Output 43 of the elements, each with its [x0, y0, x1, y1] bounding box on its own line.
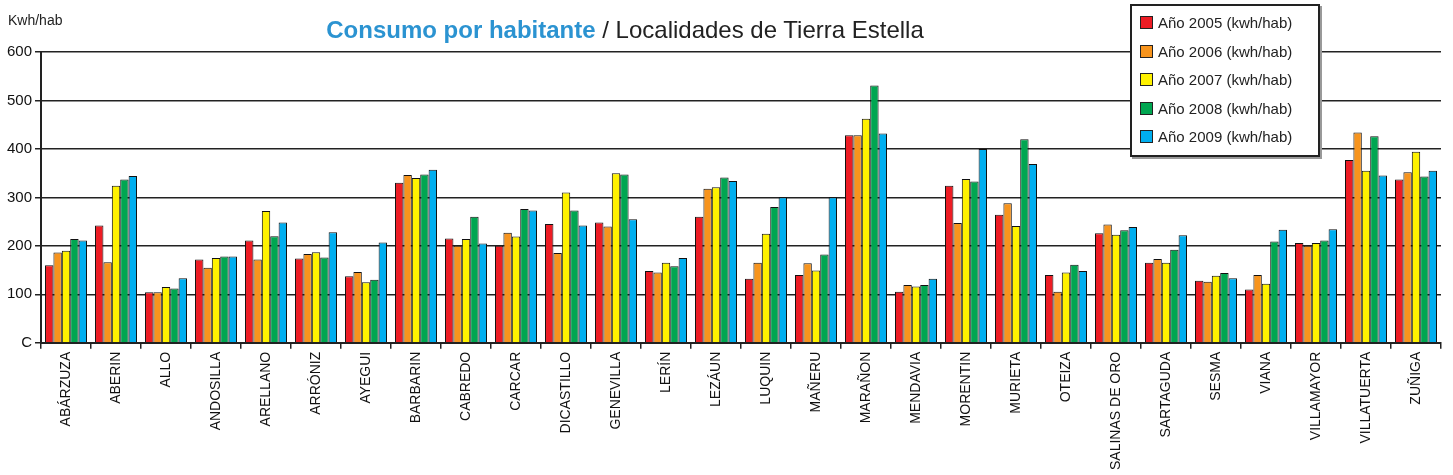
x-tick-label: VILLATUERTA	[1356, 351, 1373, 444]
y-tick-label: 600	[7, 42, 33, 60]
x-tick-label: SALINAS DE ORO	[1106, 351, 1123, 471]
legend-label: Año 2008 (kwh/hab)	[1158, 99, 1293, 117]
x-tick-label: MENDAVIA	[906, 351, 923, 424]
x-tick-label: MAÑERU	[806, 351, 823, 413]
chart-subtitle: / Localidades de Tierra Estella	[601, 16, 924, 43]
y-tick-label: 400	[7, 139, 33, 157]
x-tick-label: LEZÁUN	[706, 351, 723, 407]
y-tick-label: 500	[7, 90, 33, 108]
x-tick-label: BARBARIN	[406, 351, 423, 424]
legend-label: Año 2005 (kwh/hab)	[1158, 14, 1293, 31]
x-tick-label: SARTAGUDA	[1156, 351, 1173, 438]
x-tick-label: CARCAR	[506, 351, 523, 411]
x-tick-label: AYEGUI	[356, 351, 373, 404]
x-tick-label: SESMA	[1206, 351, 1223, 401]
chart-title: Consumo por habitante	[326, 16, 596, 43]
x-tick-label: ABERIN	[106, 351, 123, 404]
legend-label: Año 2007 (kwh/hab)	[1158, 71, 1293, 88]
y-tick-label: 100	[7, 284, 33, 302]
x-tick-label: ABÁRZUZA	[56, 351, 73, 427]
x-tick-label: MORENTIN	[956, 351, 973, 427]
x-tick-label: DICASTILLO	[556, 351, 573, 434]
x-tick-label: MARAÑON	[856, 351, 873, 424]
x-tick-label: LERÍN	[656, 351, 673, 393]
y-tick-label: C	[21, 332, 33, 350]
x-tick-label: ARRÓNIZ	[306, 351, 323, 415]
legend-label: Año 2006 (kwh/hab)	[1158, 42, 1293, 60]
y-tick-label: 200	[7, 235, 33, 253]
x-tick-label: ANDOSILLA	[206, 351, 223, 431]
y-axis-title: Kwh/hab	[8, 12, 63, 28]
x-tick-label: ARELLANO	[256, 351, 273, 427]
x-tick-label: MURIETA	[1006, 351, 1023, 414]
x-tick-label: ZUÑIGA	[1406, 351, 1423, 405]
x-tick-label: ALLO	[156, 351, 173, 388]
x-tick-label: OTEIZA	[1056, 351, 1073, 403]
x-tick-label: VILLAMAYOR	[1306, 351, 1323, 441]
x-tick-label: CABREDO	[456, 351, 473, 421]
y-tick-label: 300	[7, 187, 33, 205]
x-tick-label: VIANA	[1256, 351, 1273, 394]
x-tick-label: GENEVILLA	[606, 351, 623, 430]
x-tick-label: LUQUIN	[756, 351, 773, 405]
legend-label: Año 2009 (kwh/hab)	[1158, 128, 1293, 145]
